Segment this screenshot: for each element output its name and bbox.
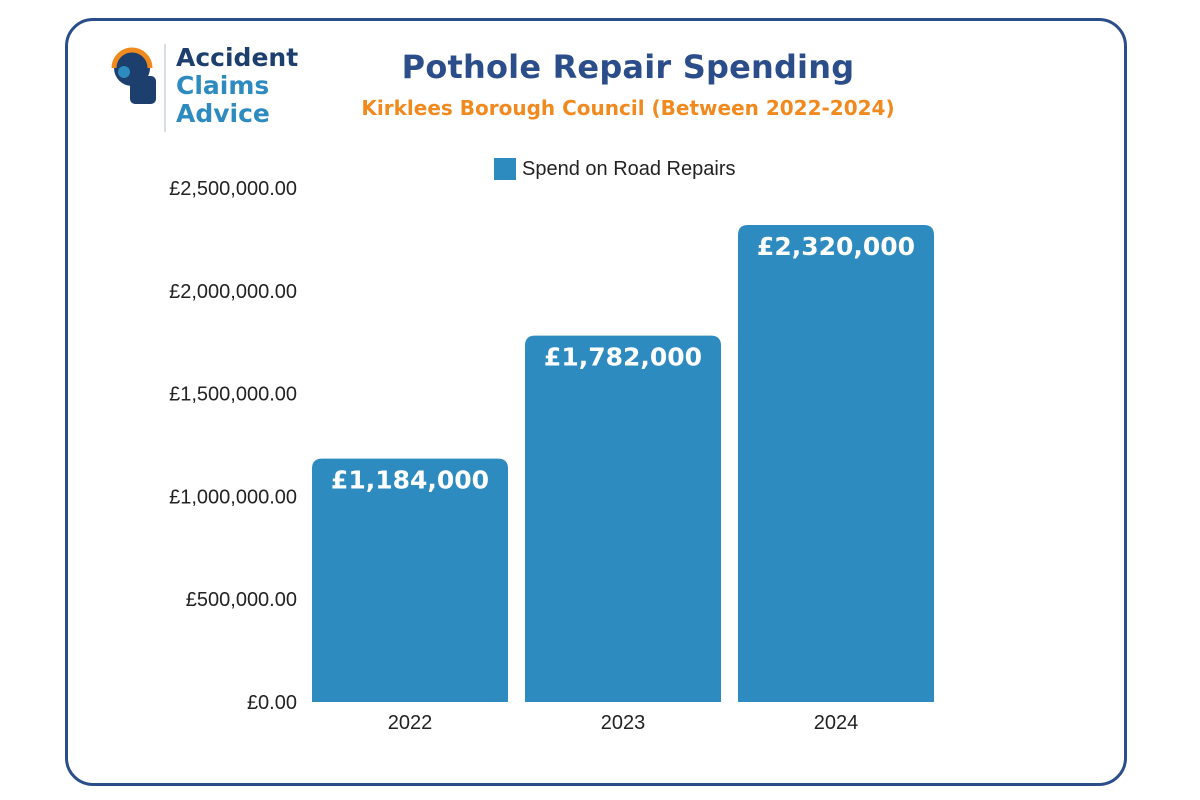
y-tick-label: £0.00 xyxy=(247,692,297,714)
y-tick-label: £500,000.00 xyxy=(186,589,297,611)
bar xyxy=(525,335,721,702)
y-tick-label: £1,000,000.00 xyxy=(169,486,297,508)
legend-label: Spend on Road Repairs xyxy=(522,157,736,180)
headset-logo-icon xyxy=(111,47,156,104)
y-tick-label: £1,500,000.00 xyxy=(169,384,297,406)
brand-line-2: Claims xyxy=(176,71,270,100)
brand-logo: Accident Claims Advice xyxy=(110,44,320,136)
chart-title: Pothole Repair Spending xyxy=(401,48,855,86)
brand-line-3: Advice xyxy=(176,99,270,128)
bar-value-label: £1,782,000 xyxy=(544,343,702,372)
bar xyxy=(312,458,508,702)
x-tick-label: 2024 xyxy=(814,712,859,734)
logo-divider xyxy=(164,44,166,132)
legend-swatch xyxy=(494,158,516,180)
x-tick-label: 2022 xyxy=(388,712,433,734)
bar-value-label: £2,320,000 xyxy=(757,232,915,261)
y-tick-label: £2,000,000.00 xyxy=(169,281,297,303)
chart-subtitle: Kirklees Borough Council (Between 2022-2… xyxy=(361,96,895,120)
bar-value-label: £1,184,000 xyxy=(331,466,489,495)
chart-legend: Spend on Road Repairs xyxy=(494,157,735,181)
brand-name: Accident Claims Advice xyxy=(176,44,298,128)
x-tick-label: 2023 xyxy=(601,712,646,734)
brand-line-1: Accident xyxy=(176,43,299,72)
bar xyxy=(738,225,934,702)
y-tick-label: £2,500,000.00 xyxy=(169,178,297,200)
